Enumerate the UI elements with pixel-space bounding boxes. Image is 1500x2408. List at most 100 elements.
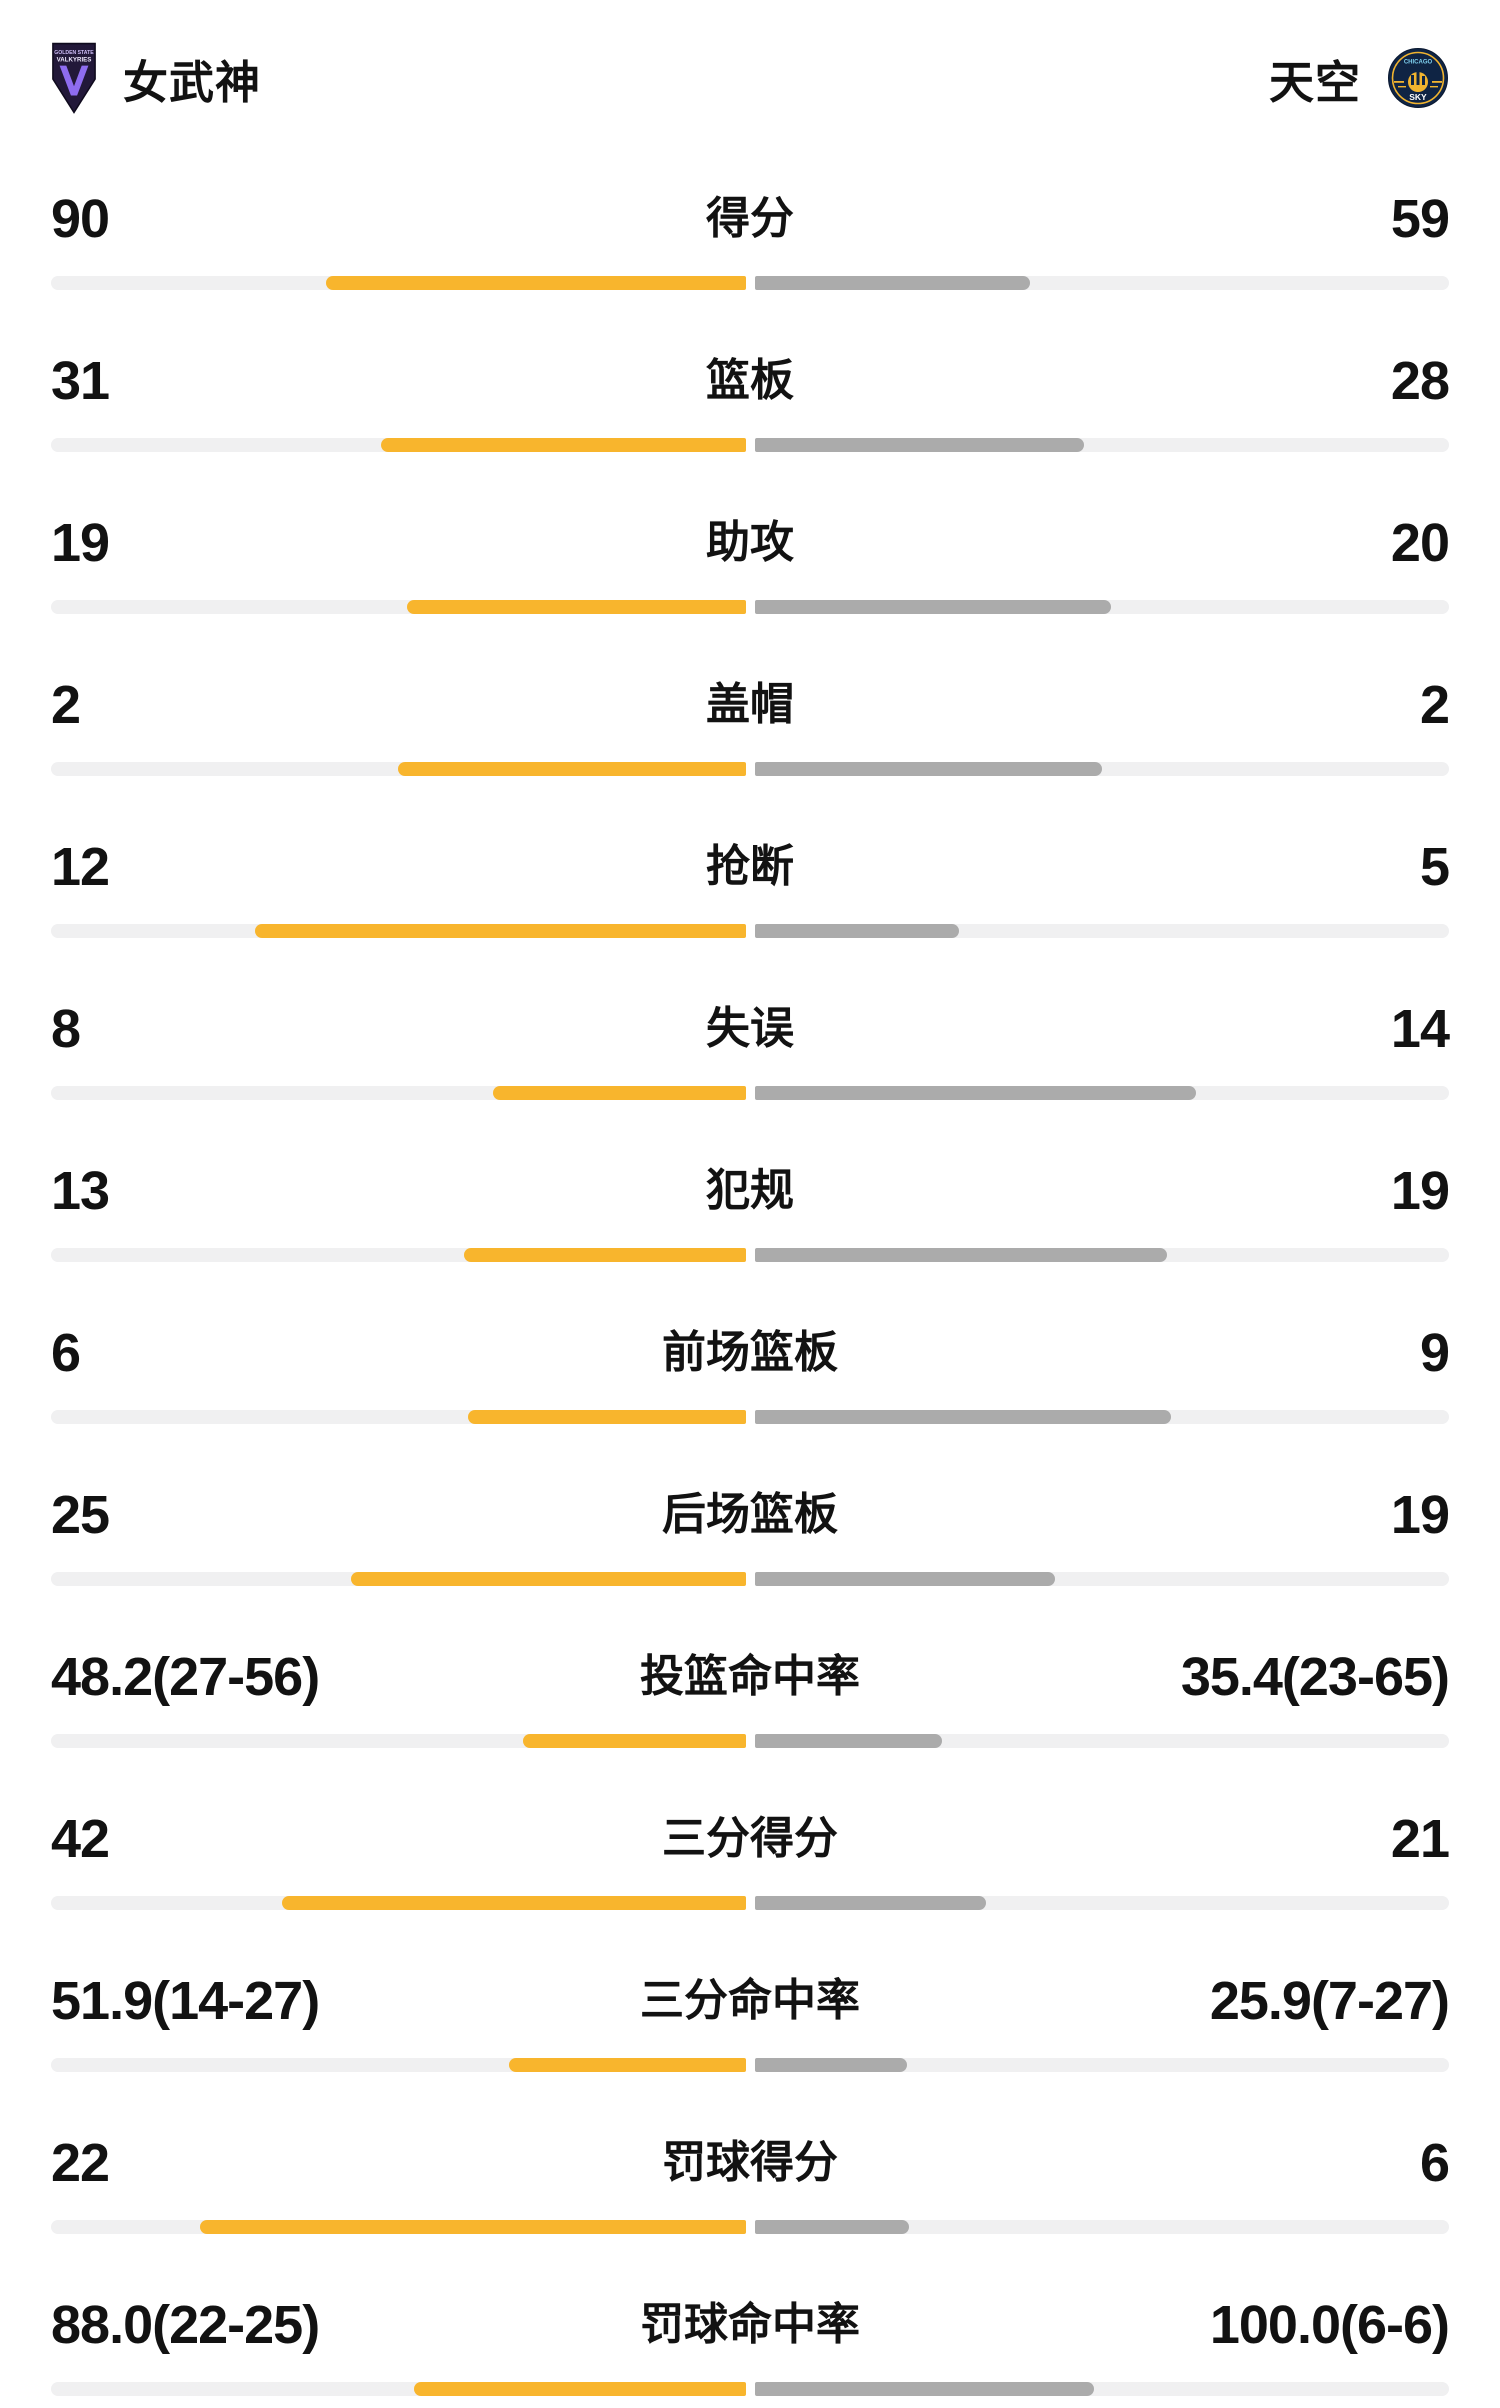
home-bar-fill [255,924,746,938]
stat-label: 罚球得分 [662,2138,838,2187]
away-value: 100.0(6-6) [1209,2295,1450,2355]
stat-values: 31 篮板 28 [51,351,1450,411]
stat-values: 51.9(14-27) 三分命中率 25.9(7-27) [51,1971,1450,2031]
stat-label: 投篮命中率 [640,1652,860,1701]
away-bar-fill [754,1572,1055,1586]
stat-label: 失误 [706,1004,794,1053]
valkyries-logo: GOLDEN STATE VALKYRIES [51,42,97,114]
stat-label: 罚球命中率 [640,2300,860,2349]
away-bar-track [754,1086,1449,1100]
away-team-name: 天空 [1268,56,1361,108]
stat-row: 31 篮板 28 [51,302,1450,464]
home-value: 88.0(22-25) [51,2295,320,2355]
stat-row: 90 得分 59 [51,140,1450,302]
home-bar-fill [351,1572,746,1586]
away-value: 25.9(7-27) [1209,1971,1450,2031]
stat-row: 22 罚球得分 6 [51,2084,1450,2246]
home-bar-track [51,2382,746,2396]
home-team-name: 女武神 [123,56,262,108]
stat-label: 三分得分 [662,1814,838,1863]
away-value: 2 [1419,675,1450,735]
stat-row: 13 犯规 19 [51,1112,1450,1274]
away-bar-fill [754,600,1111,614]
home-value: 51.9(14-27) [51,1971,320,2031]
away-bar-track [754,762,1449,776]
svg-text:SKY: SKY [1409,92,1427,102]
home-bar-fill [407,600,746,614]
stat-label: 助攻 [706,518,794,567]
stat-values: 22 罚球得分 6 [51,2134,1450,2192]
stat-comparison-bar [51,2220,1449,2234]
stat-comparison-bar [51,1734,1449,1748]
stat-row: 48.2(27-56) 投篮命中率 35.4(23-65) [51,1598,1450,1760]
stat-row: 25 后场篮板 19 [51,1436,1450,1598]
match-header: GOLDEN STATE VALKYRIES 女武神 天空 CHICAGO [51,0,1449,118]
stat-values: 8 失误 14 [51,999,1450,1059]
svg-text:VALKYRIES: VALKYRIES [57,57,92,64]
stat-values: 6 前场篮板 9 [51,1323,1450,1383]
stat-row: 8 失误 14 [51,950,1450,1112]
home-value: 12 [51,837,110,897]
away-value: 20 [1390,513,1450,573]
away-bar-fill [754,924,959,938]
stat-values: 90 得分 59 [51,189,1450,249]
home-value: 90 [51,189,110,249]
stats-list: 90 得分 59 31 篮板 28 [51,140,1450,2408]
sky-logo: CHICAGO SKY [1387,47,1449,109]
home-value: 6 [51,1323,81,1383]
home-team[interactable]: GOLDEN STATE VALKYRIES 女武神 [51,42,261,114]
home-bar-track [51,1086,746,1100]
home-bar-fill [523,1734,746,1748]
away-value: 19 [1390,1161,1450,1221]
stat-row: 51.9(14-27) 三分命中率 25.9(7-27) [51,1922,1450,2084]
home-bar-track [51,1734,746,1748]
stat-label: 得分 [706,194,794,243]
stat-values: 88.0(22-25) 罚球命中率 100.0(6-6) [51,2295,1450,2355]
stat-values: 13 犯规 19 [51,1161,1450,1221]
stat-values: 19 助攻 20 [51,513,1450,573]
away-bar-track [754,1572,1449,1586]
away-bar-track [754,438,1449,452]
home-bar-fill [509,2058,746,2072]
home-bar-track [51,1572,746,1586]
away-bar-fill [754,438,1085,452]
away-value: 28 [1390,351,1450,411]
home-bar-track [51,2220,746,2234]
stat-label: 犯规 [706,1166,794,1215]
stat-row: 42 三分得分 21 [51,1760,1450,1922]
stat-comparison-bar [51,2058,1449,2072]
home-bar-fill [326,276,746,290]
away-team[interactable]: 天空 CHICAGO [1269,46,1449,111]
away-bar-track [754,1734,1449,1748]
home-bar-track [51,438,746,452]
svg-text:CHICAGO: CHICAGO [1404,60,1433,66]
stat-label: 盖帽 [706,680,794,729]
stat-label: 篮板 [706,356,794,405]
away-bar-track [754,2382,1449,2396]
away-value: 14 [1390,999,1450,1059]
stat-values: 2 盖帽 2 [51,675,1450,735]
home-bar-fill [467,1410,746,1424]
away-bar-track [754,1248,1449,1262]
home-value: 42 [51,1809,110,1869]
away-bar-track [754,2058,1449,2072]
stat-row: 88.0(22-25) 罚球命中率 100.0(6-6) [51,2246,1450,2408]
home-value: 19 [51,513,110,573]
away-bar-track [754,1410,1449,1424]
stat-row: 2 盖帽 2 [51,626,1450,788]
stat-comparison-bar [51,276,1449,290]
stat-row: 6 前场篮板 9 [51,1274,1450,1436]
home-bar-fill [398,762,746,776]
away-bar-track [754,2220,1449,2234]
stat-comparison-bar [51,1248,1449,1262]
away-value: 19 [1390,1485,1450,1545]
away-bar-fill [754,1734,942,1748]
home-value: 13 [51,1161,110,1221]
away-bar-fill [754,2058,908,2072]
stat-comparison-bar [51,438,1449,452]
stat-comparison-bar [51,1086,1449,1100]
away-bar-track [754,1896,1449,1910]
away-value: 21 [1390,1809,1450,1869]
home-bar-fill [380,438,746,452]
